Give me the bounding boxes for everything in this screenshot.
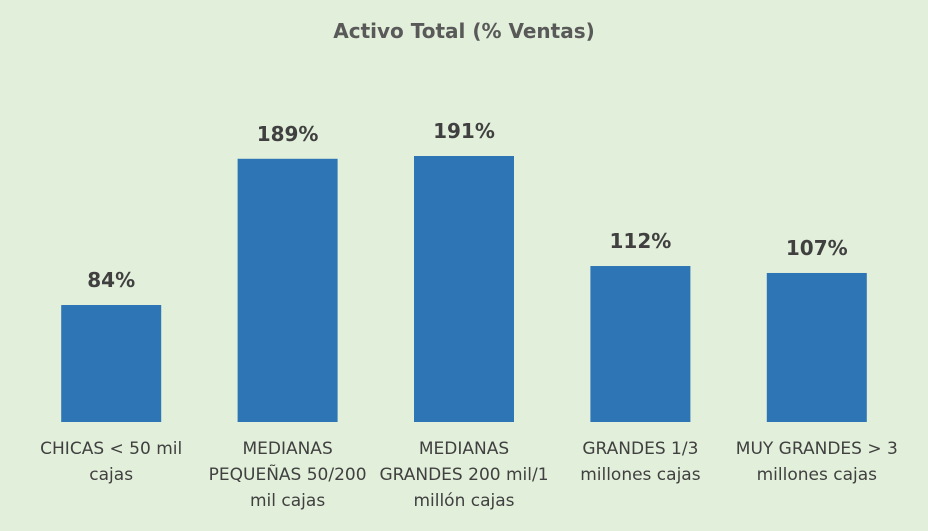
x-tick-label: GRANDES 1/3 millones cajas — [580, 439, 701, 485]
bar — [61, 305, 162, 422]
x-tick-label-box: MEDIANAS PEQUEÑAS 50/200 mil cajas — [208, 439, 367, 511]
x-tick-label-box: GRANDES 1/3 millones cajas — [580, 439, 701, 485]
bar — [237, 158, 338, 422]
chart-title: Activo Total (% Ventas) — [333, 19, 595, 43]
bar — [414, 156, 514, 422]
x-tick-label-box: CHICAS < 50 mil cajas — [40, 439, 183, 485]
value-label: 84% — [87, 268, 135, 292]
x-tick-label-box: MEDIANAS GRANDES 200 mil/1 millón cajas — [379, 439, 549, 511]
x-tick-label: MEDIANAS GRANDES 200 mil/1 millón cajas — [379, 439, 549, 511]
value-label: 107% — [786, 236, 848, 260]
x-tick-label: CHICAS < 50 mil cajas — [40, 439, 183, 485]
bar — [590, 266, 691, 422]
value-label: 191% — [433, 119, 495, 143]
value-label: 112% — [610, 229, 672, 253]
value-label: 189% — [257, 122, 319, 146]
x-tick-label: MEDIANAS PEQUEÑAS 50/200 mil cajas — [208, 439, 367, 511]
x-tick-label: MUY GRANDES > 3 millones cajas — [735, 439, 898, 485]
bar — [766, 272, 867, 422]
x-tick-label-box: MUY GRANDES > 3 millones cajas — [735, 439, 898, 485]
